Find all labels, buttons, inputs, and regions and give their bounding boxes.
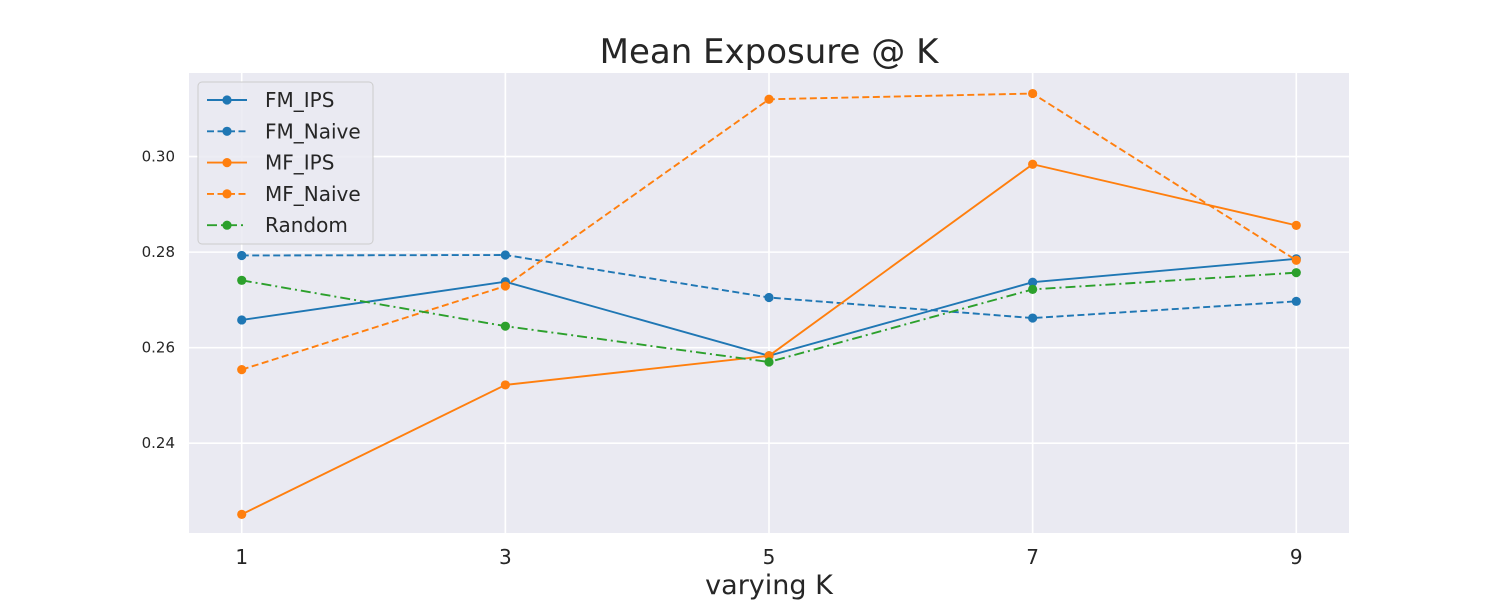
- data-point: [500, 380, 510, 390]
- data-point: [1291, 296, 1301, 306]
- data-point: [1028, 313, 1038, 323]
- y-axis-ticks: 0.24 0.26 0.28 0.30: [142, 148, 175, 453]
- data-point: [237, 315, 247, 325]
- legend-item: FM_IPS: [207, 88, 334, 112]
- data-point: [1028, 277, 1038, 287]
- data-point: [237, 275, 247, 285]
- x-tick-label: 3: [499, 545, 512, 569]
- series-lines: [237, 88, 1301, 519]
- legend-item: MF_IPS: [207, 151, 334, 175]
- y-tick-label: 0.28: [142, 243, 175, 261]
- data-point: [1291, 220, 1301, 230]
- data-point: [1028, 284, 1038, 294]
- data-point: [1028, 159, 1038, 169]
- x-tick-label: 5: [763, 545, 776, 569]
- y-tick-label: 0.30: [142, 148, 175, 166]
- legend-marker: [222, 95, 232, 105]
- data-point: [500, 321, 510, 331]
- data-point: [500, 250, 510, 260]
- series-mf-ips: [237, 159, 1301, 519]
- data-point: [764, 292, 774, 303]
- data-point: [1291, 255, 1301, 265]
- x-tick-label: 7: [1026, 545, 1039, 569]
- legend-label: Random: [265, 213, 348, 237]
- legend-frame: [197, 81, 374, 245]
- x-axis-ticks: 1 3 5 7 9: [235, 545, 1302, 569]
- series-line: [241, 271, 1297, 363]
- x-axis-label: varying K: [705, 570, 834, 600]
- legend-marker: [222, 158, 232, 168]
- series-mf-naive: [237, 88, 1301, 375]
- grid-lines: [189, 73, 1349, 533]
- data-point: [237, 509, 247, 519]
- legend-marker: [222, 189, 232, 199]
- y-tick-label: 0.24: [142, 434, 175, 452]
- data-point: [500, 281, 510, 291]
- y-tick-label: 0.26: [142, 339, 175, 357]
- data-point: [1291, 268, 1301, 278]
- legend: FM_IPS FM_Naive MF_IPS MF_Naive Random: [197, 81, 374, 245]
- legend-item: Random: [207, 213, 348, 237]
- legend-label: MF_IPS: [265, 151, 334, 175]
- legend-marker: [222, 126, 232, 136]
- x-tick-label: 1: [235, 545, 248, 569]
- data-point: [237, 250, 247, 261]
- legend-label: FM_IPS: [265, 88, 334, 112]
- legend-label: MF_Naive: [265, 182, 361, 206]
- legend-label: FM_Naive: [265, 119, 361, 143]
- chart-title: Mean Exposure @ K: [600, 32, 940, 72]
- x-tick-label: 9: [1290, 545, 1303, 569]
- series-fm-naive: [237, 250, 1301, 323]
- legend-item: MF_Naive: [207, 182, 361, 206]
- legend-marker: [222, 220, 232, 230]
- data-point: [764, 94, 774, 104]
- legend-item: FM_Naive: [207, 119, 361, 143]
- series-random: [237, 268, 1301, 367]
- data-point: [764, 357, 774, 367]
- data-point: [237, 365, 247, 375]
- data-point: [1028, 88, 1038, 99]
